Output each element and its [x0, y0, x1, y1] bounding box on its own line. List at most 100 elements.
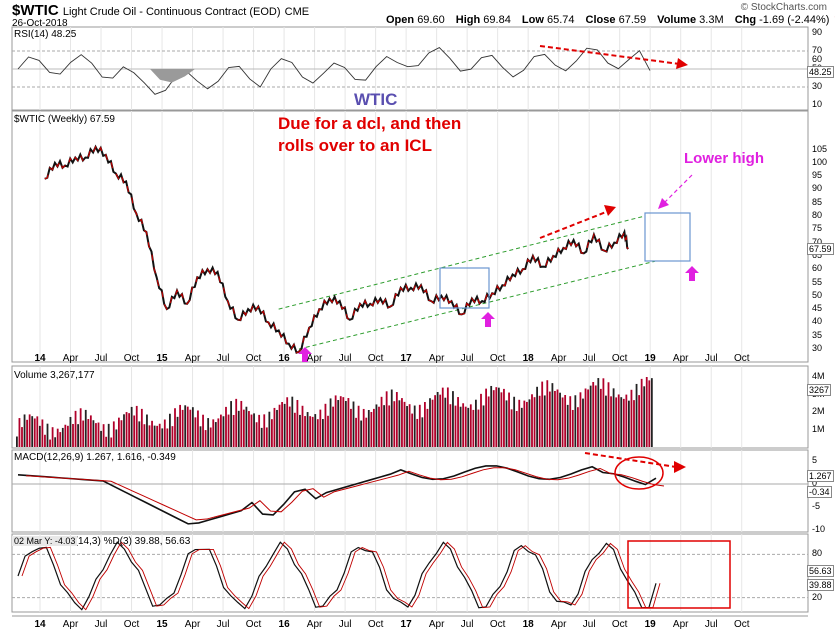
volume-bar — [61, 427, 64, 447]
rsi-tick: 10 — [812, 99, 823, 109]
rsi-arrow-head — [676, 58, 688, 69]
volume-bar — [398, 400, 401, 447]
macd-hist-tag: -0.34 — [807, 485, 832, 498]
volume-bar — [151, 420, 153, 447]
volume-bar — [401, 398, 403, 447]
volume-bar — [227, 414, 230, 447]
x-tick-label: Jul — [460, 619, 474, 630]
x-tick-label: Apr — [184, 619, 201, 630]
volume-bar — [332, 406, 334, 447]
volume-bar — [434, 395, 436, 447]
x-tick-label: Apr — [550, 353, 567, 364]
x-tick-label: Oct — [733, 619, 750, 630]
macd-tick: 0 — [812, 478, 818, 488]
x-tick-label: 15 — [156, 353, 168, 364]
volume-bar — [617, 394, 620, 447]
volume-bar — [97, 422, 100, 447]
volume-bar — [582, 398, 584, 447]
x-tick-label: Jul — [94, 619, 108, 630]
volume-bar — [191, 407, 194, 447]
volume-bar — [288, 406, 291, 447]
volume-bar — [380, 396, 383, 447]
volume-bar — [424, 402, 426, 447]
volume-bar — [622, 398, 625, 447]
chart-date: 26-Oct-2018 — [12, 18, 68, 29]
price-line — [44, 144, 629, 355]
volume-bar — [436, 392, 439, 447]
volume-bar — [485, 388, 487, 447]
volume-bar — [194, 417, 197, 447]
x-tick-label: Oct — [367, 353, 384, 364]
volume-bar — [421, 417, 424, 447]
volume-bar — [21, 427, 23, 447]
panel-frame — [11, 110, 809, 363]
macd-arrow-head — [674, 461, 686, 473]
volume-bar — [528, 399, 531, 447]
x-tick-label: 14 — [34, 353, 46, 364]
volume-bar — [441, 387, 444, 447]
volume-bar — [110, 437, 113, 447]
upper-channel-line — [278, 215, 645, 310]
annotation-wtic: WTIC — [354, 90, 398, 109]
volume-bar — [477, 409, 480, 447]
x-tick-label: Oct — [123, 619, 140, 630]
volume-bar — [271, 419, 273, 447]
volume-bar — [602, 378, 605, 447]
ohlc-stats: Open 69.60 High 69.84 Low 65.74 Close 67… — [378, 14, 835, 26]
volume-bar — [138, 421, 141, 447]
volume-bar — [592, 382, 595, 447]
volume-bar — [100, 430, 102, 447]
volume-bar — [449, 404, 452, 447]
volume-bar — [599, 388, 602, 447]
rsi-oversold-fill — [150, 69, 195, 83]
volume-bar — [232, 414, 235, 447]
volume-bar — [605, 395, 607, 447]
volume-bar — [319, 409, 322, 447]
volume-bar — [650, 378, 653, 447]
volume-bar — [133, 415, 136, 447]
volume-bar — [597, 378, 600, 447]
volume-bar — [153, 425, 156, 447]
volume-bar — [350, 408, 352, 447]
volume-value-tag: 3267 — [807, 383, 832, 396]
x-tick-label: 16 — [278, 353, 290, 364]
rsi-line — [17, 47, 651, 95]
price-arrow-head — [604, 205, 616, 216]
rsi-tick: 60 — [812, 54, 823, 64]
volume-bar — [342, 397, 345, 447]
down-arrow-icon: ▼ — [833, 14, 835, 26]
volume-bar — [411, 413, 414, 447]
volume-bar — [482, 405, 485, 447]
volume-bar — [268, 411, 271, 447]
stoch-tick: 80 — [812, 548, 823, 559]
price-tick: 95 — [812, 170, 823, 181]
stoch-d-tag: 56.63 — [807, 565, 834, 578]
volume-bar — [385, 391, 388, 447]
volume-bar — [184, 405, 187, 447]
volume-bar — [327, 415, 329, 447]
volume-bar — [648, 380, 651, 447]
volume-bar — [87, 419, 90, 447]
volume-bar — [462, 403, 465, 447]
volume-bar — [130, 406, 133, 447]
volume-bar — [278, 404, 281, 447]
volume-bar — [559, 392, 561, 447]
volume-bar — [107, 423, 110, 447]
volume-bar — [161, 428, 164, 447]
volume-bar — [54, 437, 57, 447]
x-tick-label: Apr — [62, 353, 79, 364]
volume-bar — [265, 427, 268, 447]
volume-bar — [296, 399, 299, 447]
volume-bar — [505, 400, 508, 447]
volume-bar — [230, 401, 232, 447]
x-tick-label: Jul — [460, 353, 474, 364]
volume-bar — [102, 424, 105, 447]
x-tick-label: Oct — [123, 353, 140, 364]
volume-bar — [370, 411, 373, 447]
volume-bar — [166, 428, 169, 447]
volume-bar — [418, 404, 421, 447]
volume-bar — [33, 418, 36, 447]
volume-bar — [390, 389, 393, 447]
price-trend-arrow — [539, 211, 607, 239]
macd-label: MACD(12,26,9) 1.267, 1.616, -0.349 — [14, 452, 176, 463]
